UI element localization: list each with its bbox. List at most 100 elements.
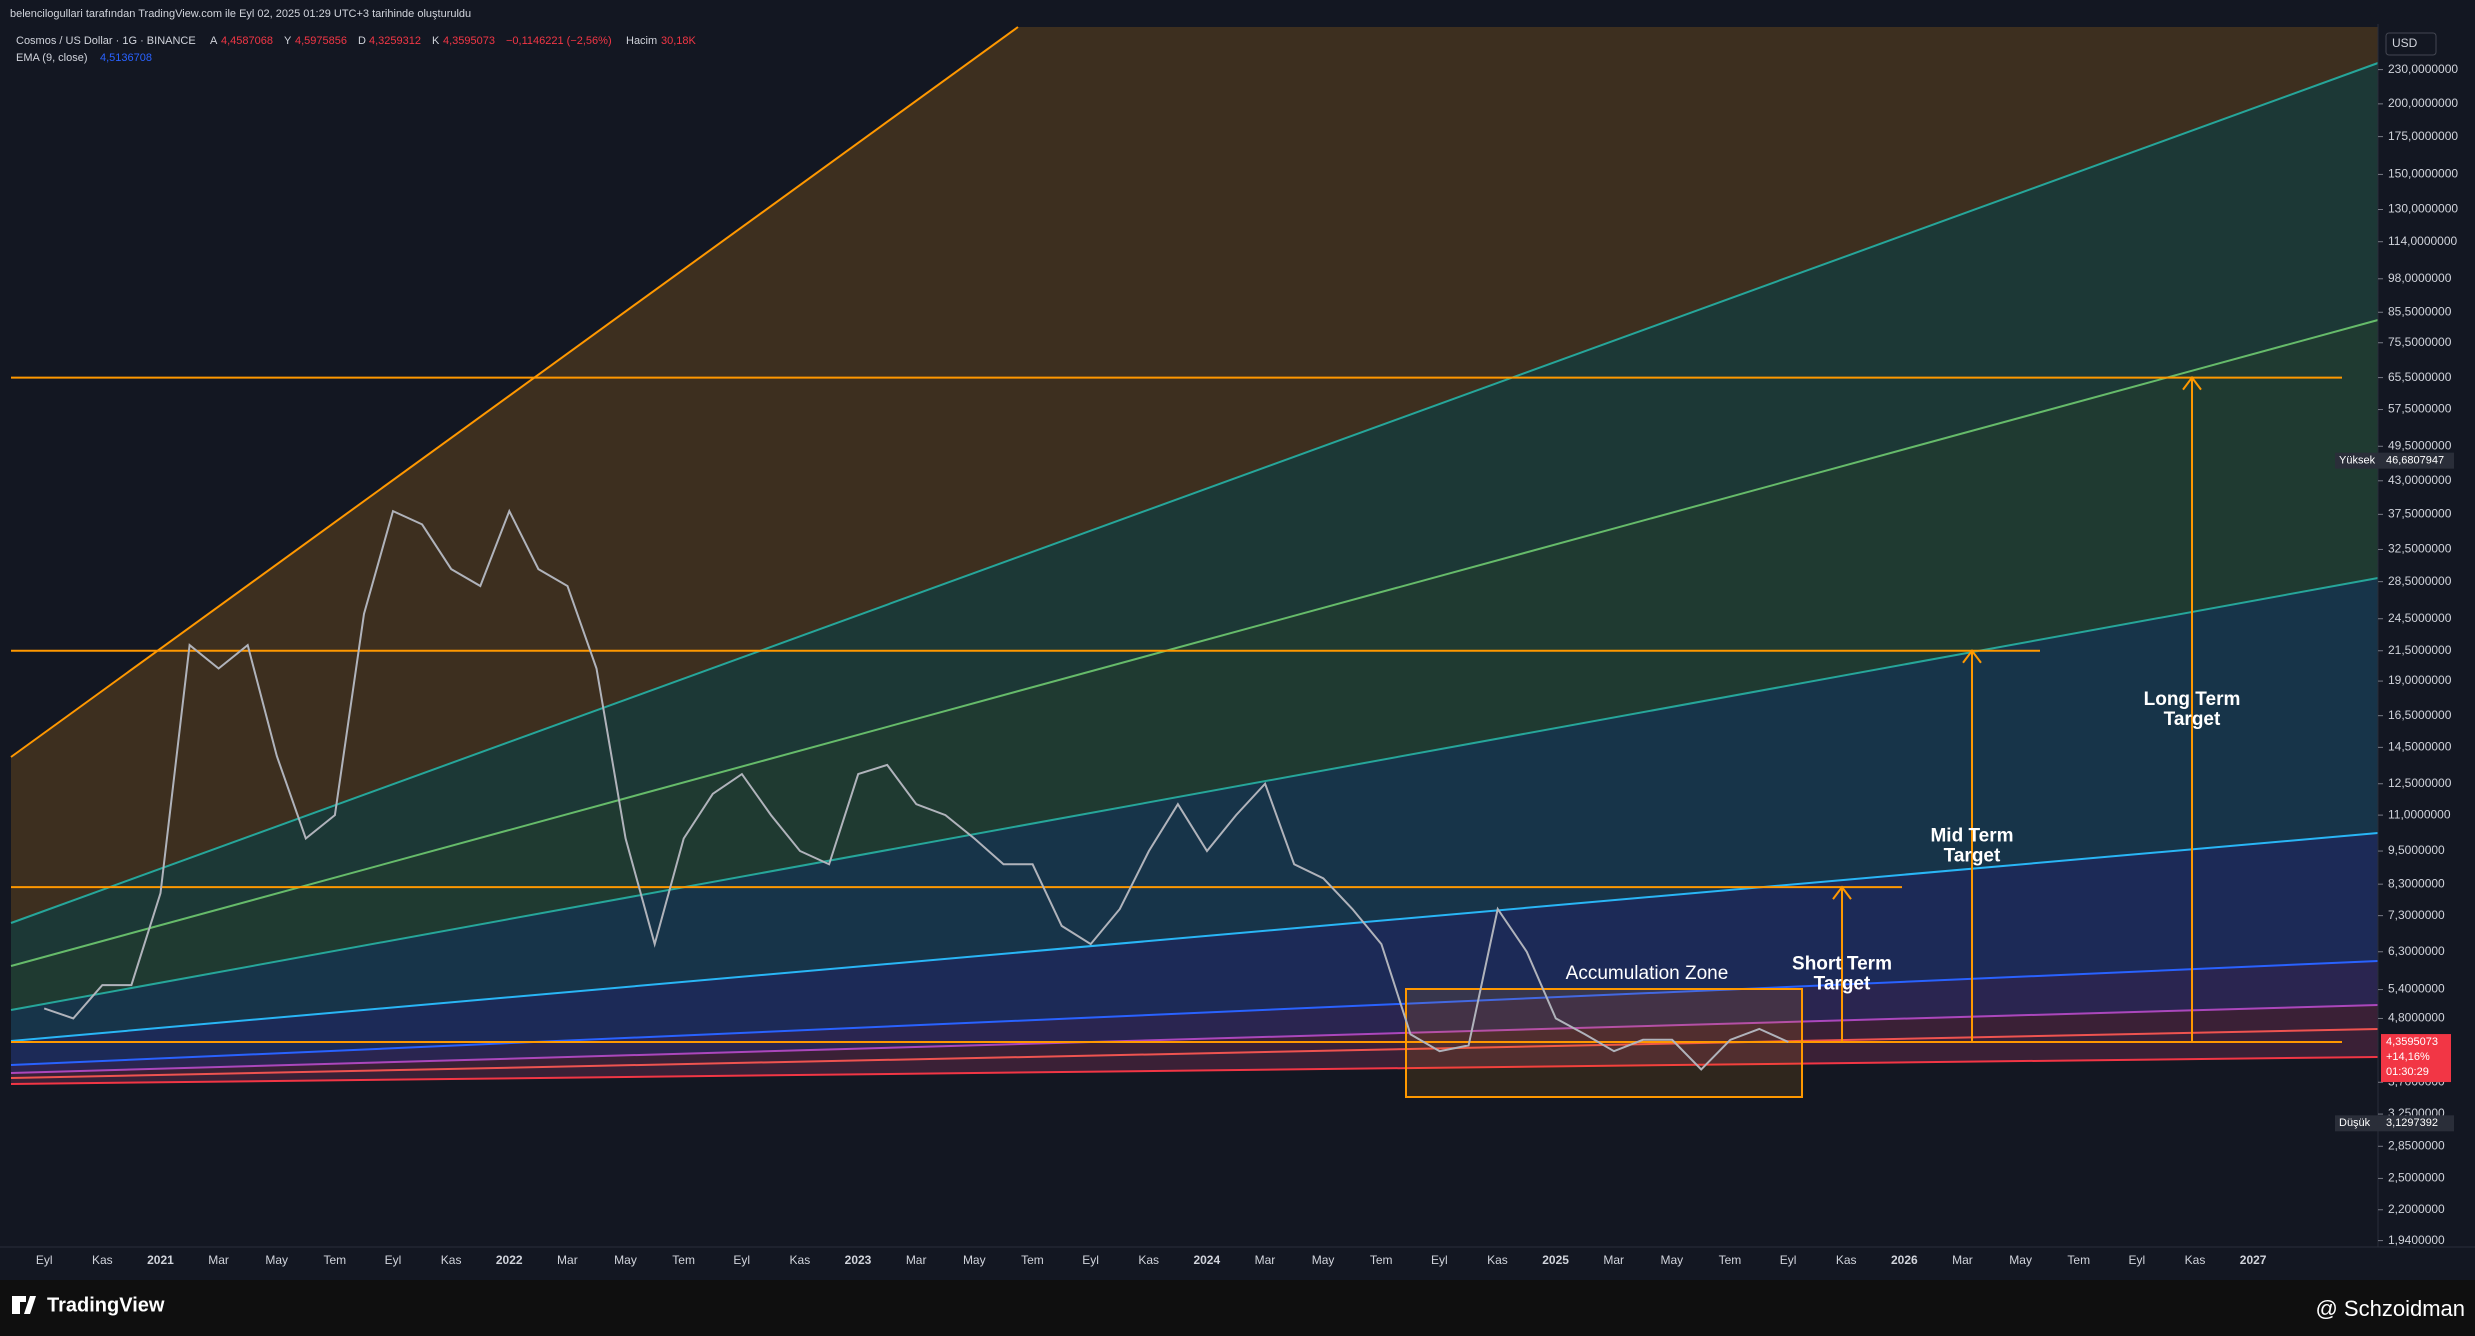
chart-layer — [11, 375, 2342, 1071]
x-tick-label: Tem — [672, 1253, 695, 1267]
x-tick-label: May — [265, 1253, 288, 1267]
y-tick-label: 230,0000000 — [2388, 62, 2458, 76]
x-tick-label: 2025 — [1542, 1253, 1569, 1267]
target-label: Target — [2164, 709, 2221, 730]
x-tick-label: 2027 — [2240, 1253, 2267, 1267]
y-tick-label: 98,0000000 — [2388, 271, 2452, 285]
currency: USD — [2392, 36, 2418, 50]
brand: TradingView — [47, 1294, 165, 1316]
y-tick-label: 32,5000000 — [2388, 542, 2452, 556]
low-value: 3,1297392 — [2386, 1117, 2438, 1129]
ohlc-value: 4,3595073 — [443, 35, 495, 47]
last-price-box — [2381, 1034, 2451, 1083]
top-bar — [0, 0, 2475, 24]
y-tick-label: 11,0000000 — [2388, 807, 2451, 821]
x-tick-label: Eyl — [1780, 1253, 1797, 1267]
ohlc-value: 4,3259312 — [369, 35, 421, 47]
currency-button[interactable] — [2385, 32, 2437, 56]
x-tick-label: Tem — [1021, 1253, 1044, 1267]
zone-teal — [11, 63, 2378, 966]
x-tick-label: Kas — [1138, 1253, 1159, 1267]
trendline — [10, 26, 1019, 758]
x-tick-label: Tem — [1370, 1253, 1393, 1267]
x-tick-label: Mar — [1255, 1253, 1276, 1267]
trendline — [10, 1004, 2379, 1074]
trendline — [10, 319, 2379, 967]
trendline — [10, 832, 2379, 1042]
low-label: Düşük — [2339, 1117, 2371, 1129]
x-tick-label: Mar — [208, 1253, 229, 1267]
y-tick-label: 175,0000000 — [2388, 129, 2458, 143]
y-tick-label: 8,3000000 — [2388, 876, 2445, 890]
ohlc-label: Y — [284, 35, 292, 47]
x-tick-label: 2021 — [147, 1253, 174, 1267]
zone-blue — [11, 833, 2378, 1065]
target-label: Short Term — [1792, 954, 1892, 975]
volume: 30,18K — [661, 35, 697, 47]
y-tick-label: 7,3000000 — [2388, 908, 2445, 922]
x-tick-label: Mar — [1603, 1253, 1624, 1267]
trendline — [10, 1056, 2379, 1085]
x-tick-label: 2024 — [1193, 1253, 1220, 1267]
x-tick-label: Eyl — [1082, 1253, 1099, 1267]
y-tick-label: 28,5000000 — [2388, 574, 2452, 588]
x-tick-label: Kas — [2185, 1253, 2206, 1267]
logo — [12, 1296, 36, 1314]
low-box — [2335, 1115, 2454, 1132]
y-tick-label: 2,8500000 — [2388, 1138, 2445, 1152]
high-label: Yüksek — [2339, 455, 2376, 467]
x-tick-label: Eyl — [385, 1253, 402, 1267]
x-tick-label: May — [1661, 1253, 1684, 1267]
x-tick-label: Tem — [1719, 1253, 1742, 1267]
y-tick-label: 114,0000000 — [2388, 234, 2458, 248]
countdown: 01:30:29 — [2386, 1066, 2429, 1078]
high-value: 46,6807947 — [2386, 455, 2444, 467]
zones — [11, 27, 2378, 1084]
x-tick-label: Eyl — [36, 1253, 53, 1267]
ohlc-label: D — [358, 35, 366, 47]
trendline — [10, 1028, 2379, 1079]
zone-orange — [11, 27, 2378, 923]
x-tick-label: Kas — [441, 1253, 462, 1267]
price-line — [43, 508, 1789, 1071]
y-tick-label: 2,5000000 — [2388, 1171, 2445, 1185]
y-tick-label: 5,4000000 — [2388, 982, 2445, 996]
symbol: Cosmos / US Dollar · 1G · BINANCE — [16, 35, 196, 47]
zone-green — [11, 320, 2378, 1010]
ohlc-label: A — [210, 35, 218, 47]
target-label: Target — [1814, 974, 1871, 995]
y-tick-label: 14,5000000 — [2388, 740, 2452, 754]
trendline — [10, 62, 2379, 924]
arrow-head — [1832, 885, 1852, 900]
x-tick-label: Tem — [324, 1253, 347, 1267]
x-tick-label: 2026 — [1891, 1253, 1918, 1267]
x-tick-label: May — [614, 1253, 637, 1267]
x-tick-label: Kas — [1487, 1253, 1508, 1267]
change: −0,1146221 (−2,56%) — [506, 35, 612, 47]
arrow-head — [1962, 649, 1982, 664]
x-tick-label: Kas — [92, 1253, 113, 1267]
x-tick-label: Mar — [1952, 1253, 1973, 1267]
ohlc-value: 4,5975856 — [295, 35, 347, 47]
x-tick-label: Mar — [906, 1253, 927, 1267]
y-tick-label: 16,5000000 — [2388, 708, 2452, 722]
author: @ Schzoidman — [2315, 1296, 2465, 1321]
x-tick-label: 2022 — [496, 1253, 523, 1267]
x-tick-label: Kas — [1836, 1253, 1857, 1267]
zone-cyan — [11, 578, 2378, 1041]
y-tick-label: 9,5000000 — [2388, 843, 2445, 857]
x-tick-label: May — [2009, 1253, 2032, 1267]
y-tick-label: 75,5000000 — [2388, 335, 2452, 349]
y-tick-label: 19,0000000 — [2388, 673, 2452, 687]
legend: Cosmos / US Dollar · 1G · BINANCE EMA (9… — [16, 35, 697, 64]
last-price: 4,3595073 — [2386, 1036, 2438, 1048]
ohlc-value: 4,4587068 — [221, 35, 273, 47]
trendline — [10, 960, 2379, 1066]
x-tick-label: Kas — [790, 1253, 811, 1267]
y-tick-label: 200,0000000 — [2388, 96, 2458, 110]
y-tick-label: 12,5000000 — [2388, 776, 2452, 790]
x-tick-label: May — [1312, 1253, 1335, 1267]
high-box — [2335, 452, 2454, 469]
y-tick-label: 4,8000000 — [2388, 1011, 2445, 1025]
